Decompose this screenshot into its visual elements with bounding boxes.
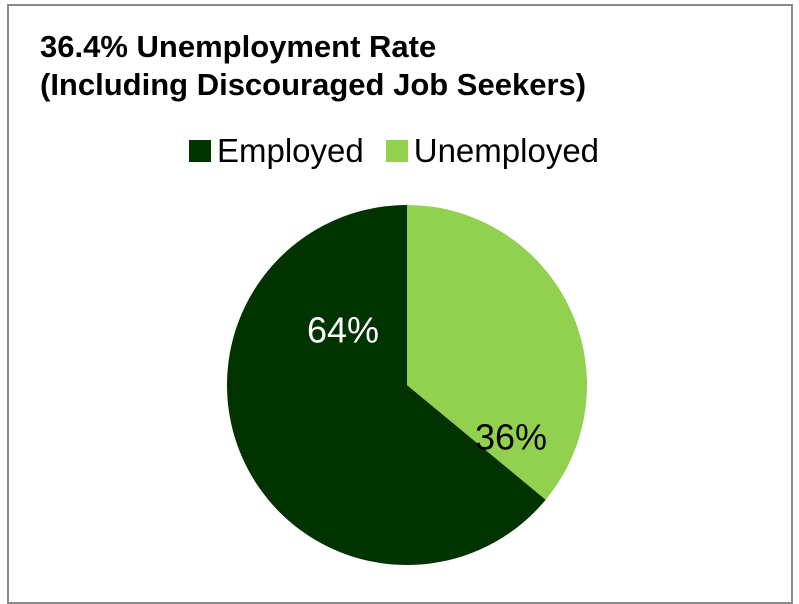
chart-legend: Employed Unemployed — [189, 132, 621, 170]
pie-slice-employed — [227, 205, 546, 565]
legend-item-unemployed: Unemployed — [385, 132, 600, 170]
legend-label-unemployed: Unemployed — [413, 132, 600, 169]
chart-title-line-2: (Including Discouraged Job Seekers) — [40, 67, 587, 102]
pie-slices — [227, 205, 587, 565]
chart-title-line-1: 36.4% Unemployment Rate — [40, 29, 437, 64]
data-label-employed: 64% — [307, 310, 379, 351]
legend-label-employed: Employed — [217, 132, 364, 169]
legend-swatch-unemployed — [385, 140, 408, 162]
legend-item-employed: Employed — [189, 132, 364, 170]
data-label-unemployed: 36% — [475, 417, 547, 458]
pie-data-labels: 64% 36% — [307, 310, 547, 458]
pie-slice-unemployed — [407, 205, 587, 500]
chart-title: 36.4% Unemployment Rate (Including Disco… — [40, 28, 586, 104]
legend-swatch-employed — [189, 140, 211, 162]
